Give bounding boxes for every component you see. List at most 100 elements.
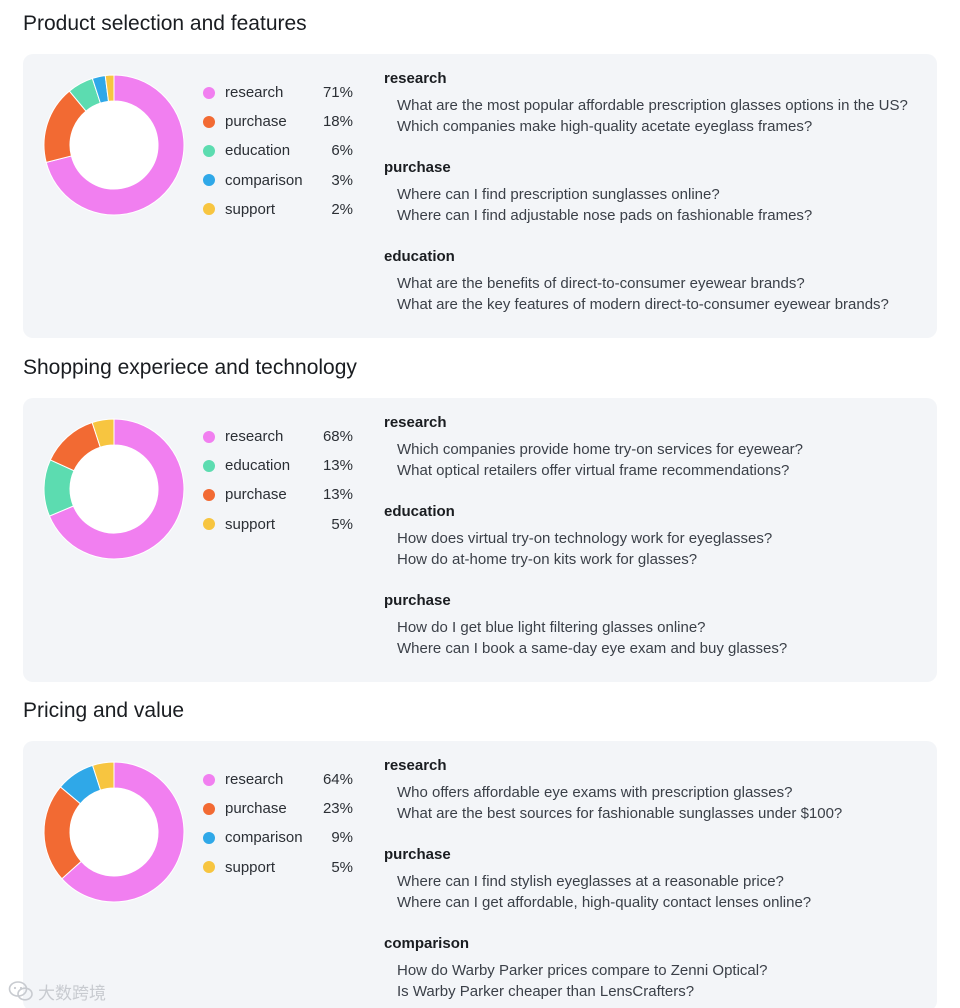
- query-group-title: education: [384, 248, 455, 265]
- query-item: Where can I book a same-day eye exam and…: [397, 640, 788, 657]
- query-group-comparison: comparison How do Warby Parker prices com…: [384, 933, 929, 1002]
- legend-item-comparison: comparison 9%: [203, 823, 353, 852]
- legend-label: comparison: [225, 171, 303, 189]
- legend-label: research: [225, 771, 284, 789]
- chart-legend: research 68% education 13% purchase 13% suppor…: [203, 422, 353, 539]
- legend-item-education: education 13%: [203, 451, 353, 480]
- chart-legend: research 64% purchase 23% comparison 9% suppor…: [203, 765, 353, 882]
- query-item: Who offers affordable eye exams with pre…: [397, 784, 793, 801]
- legend-label: support: [225, 515, 276, 533]
- query-group-title: purchase: [384, 592, 451, 609]
- query-groups: research Which companies provide home try…: [384, 412, 929, 679]
- legend-percentage: 23%: [322, 800, 353, 818]
- query-group-education: education What are the benefits of direct…: [384, 246, 929, 315]
- legend-percentage: 13%: [322, 486, 353, 504]
- legend-dot-icon: [203, 802, 215, 815]
- query-group-purchase: purchase Where can I find stylish eyeglas…: [384, 844, 929, 913]
- section-title: Pricing and value: [23, 699, 185, 722]
- legend-dot-icon: [203, 518, 215, 531]
- legend-dot-icon: [203, 861, 215, 874]
- query-item: What are the most popular affordable pre…: [397, 97, 908, 114]
- query-group-title: purchase: [384, 159, 451, 176]
- donut-chart: [43, 761, 185, 903]
- legend-label: research: [225, 84, 284, 102]
- legend-label: research: [225, 428, 284, 446]
- section-title: Product selection and features: [23, 12, 307, 35]
- legend-dot-icon: [203, 831, 215, 844]
- query-item: How does virtual try-on technology work …: [397, 530, 773, 547]
- section-card: research 64% purchase 23% comparison 9% suppor…: [23, 741, 937, 1008]
- legend-label: comparison: [225, 829, 303, 847]
- legend-dot-icon: [203, 174, 215, 187]
- legend-item-research: research 68%: [203, 422, 353, 451]
- legend-percentage: 71%: [322, 84, 353, 101]
- legend-dot-icon: [203, 773, 215, 786]
- query-item: What are the benefits of direct-to-consu…: [397, 275, 805, 292]
- query-group-title: research: [384, 70, 447, 87]
- section-title: Shopping experiece and technology: [23, 356, 357, 379]
- legend-label: education: [225, 457, 291, 475]
- donut-hole: [70, 445, 158, 533]
- query-item: Where can I find stylish eyeglasses at a…: [397, 873, 784, 890]
- query-group-research: research What are the most popular afford…: [384, 68, 929, 137]
- query-item: How do Warby Parker prices compare to Ze…: [397, 962, 768, 979]
- legend-dot-icon: [203, 115, 215, 128]
- legend-dot-icon: [203, 203, 215, 216]
- section-card: research 71% purchase 18% education 6% compari…: [23, 54, 937, 338]
- legend-percentage: 3%: [331, 171, 353, 189]
- weixin-logo-icon: [8, 981, 33, 1001]
- query-group-title: comparison: [384, 935, 470, 952]
- query-item: What are the best sources for fashionabl…: [397, 805, 843, 822]
- query-group-research: research Which companies provide home try…: [384, 412, 929, 481]
- query-groups: research What are the most popular afford…: [384, 68, 929, 335]
- legend-percentage: 9%: [331, 829, 353, 847]
- query-group-purchase: purchase How do I get blue light filterin…: [384, 590, 929, 659]
- legend-item-comparison: comparison 3%: [203, 166, 353, 195]
- query-item: Which companies provide home try-on serv…: [397, 441, 804, 458]
- query-group-title: research: [384, 414, 447, 431]
- legend-dot-icon: [203, 488, 215, 501]
- legend-item-support: support 5%: [203, 510, 353, 539]
- donut-hole: [70, 101, 158, 189]
- legend-item-purchase: purchase 13%: [203, 480, 353, 509]
- legend-label: purchase: [225, 800, 287, 818]
- query-item: What are the key features of modern dire…: [397, 296, 889, 313]
- query-group-purchase: purchase Where can I find prescription su…: [384, 157, 929, 226]
- legend-item-research: research 71%: [203, 78, 353, 107]
- query-group-title: purchase: [384, 846, 451, 863]
- section-card: research 68% education 13% purchase 13% suppor…: [23, 398, 937, 682]
- legend-percentage: 68%: [322, 428, 353, 445]
- donut-chart: [43, 418, 185, 560]
- query-item: Which companies make high-quality acetat…: [397, 118, 813, 135]
- legend-dot-icon: [203, 86, 215, 99]
- legend-percentage: 5%: [331, 858, 353, 876]
- query-group-title: research: [384, 757, 447, 774]
- query-group-title: education: [384, 503, 455, 520]
- query-item: How do I get blue light filtering glasse…: [397, 619, 706, 636]
- legend-item-support: support 2%: [203, 195, 353, 224]
- query-item: How do at-home try-on kits work for glas…: [397, 551, 698, 568]
- legend-item-support: support 5%: [203, 853, 353, 882]
- query-group-education: education How does virtual try-on technol…: [384, 501, 929, 570]
- query-item: What optical retailers offer virtual fra…: [397, 462, 790, 479]
- chart-legend: research 71% purchase 18% education 6% compari…: [203, 78, 353, 224]
- query-groups: research Who offers affordable eye exams …: [384, 755, 929, 1008]
- legend-item-research: research 64%: [203, 765, 353, 794]
- legend-item-purchase: purchase 18%: [203, 107, 353, 136]
- legend-percentage: 13%: [322, 457, 353, 475]
- watermark: 大数跨境: [8, 978, 128, 1004]
- legend-percentage: 6%: [331, 142, 353, 160]
- legend-percentage: 18%: [322, 113, 353, 131]
- legend-percentage: 5%: [331, 515, 353, 533]
- donut-chart: [43, 74, 185, 216]
- legend-dot-icon: [203, 459, 215, 472]
- legend-label: purchase: [225, 113, 287, 131]
- legend-percentage: 2%: [331, 200, 353, 218]
- legend-dot-icon: [203, 430, 215, 443]
- query-item: Is Warby Parker cheaper than LensCrafter…: [397, 983, 695, 1000]
- legend-item-education: education 6%: [203, 136, 353, 165]
- query-item: Where can I get affordable, high-quality…: [397, 894, 812, 911]
- query-item: Where can I find prescription sunglasses…: [397, 186, 720, 203]
- legend-label: purchase: [225, 486, 287, 504]
- legend-label: education: [225, 142, 291, 160]
